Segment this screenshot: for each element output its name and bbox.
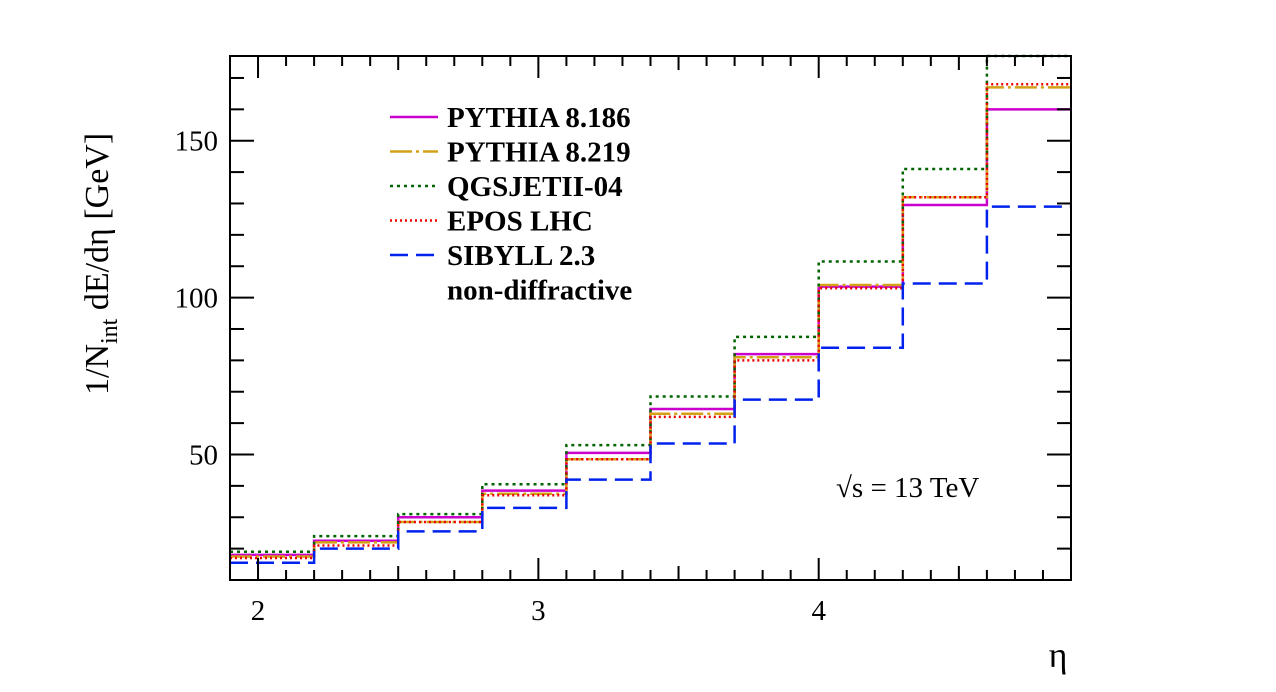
y-tick-label: 50 (189, 439, 218, 471)
legend-label: PYTHIA 8.186 (447, 102, 631, 134)
series-line-epos-lhc (230, 82, 1071, 560)
y-axis-label-rest: dE/dη [GeV] (79, 133, 116, 319)
legend-label: EPOS LHC (447, 206, 593, 238)
legend-label: QGSJETII-04 (447, 171, 623, 203)
energy-annotation: √s = 13 TeV (836, 472, 979, 504)
legend-label: SIBYLL 2.3 (447, 240, 595, 272)
y-tick-label: 100 (175, 283, 219, 315)
series-layer (230, 54, 1071, 564)
labels-layer: η 1/Nint dE/dη [GeV] √s = 13 TeV (79, 133, 1067, 675)
legend-extra-text: non-diffractive (447, 275, 632, 307)
axes-layer: 2 3 4 50 100 150 (175, 55, 1072, 627)
x-tick-label: 2 (251, 595, 266, 627)
x-axis-label: η (1049, 635, 1068, 675)
y-tick-label: 150 (175, 126, 219, 158)
x-tick-label: 4 (811, 595, 826, 627)
x-tick-label: 3 (531, 595, 546, 627)
ticks: 2 3 4 50 100 150 (175, 56, 1071, 627)
y-axis-label-subscript: int (97, 318, 123, 344)
y-axis-label-main: 1/N (79, 344, 116, 395)
series-line-sibyll-2-3 (230, 205, 1071, 564)
y-axis-label: 1/Nint dE/dη [GeV] (79, 133, 123, 395)
legend-label: PYTHIA 8.219 (447, 137, 631, 169)
